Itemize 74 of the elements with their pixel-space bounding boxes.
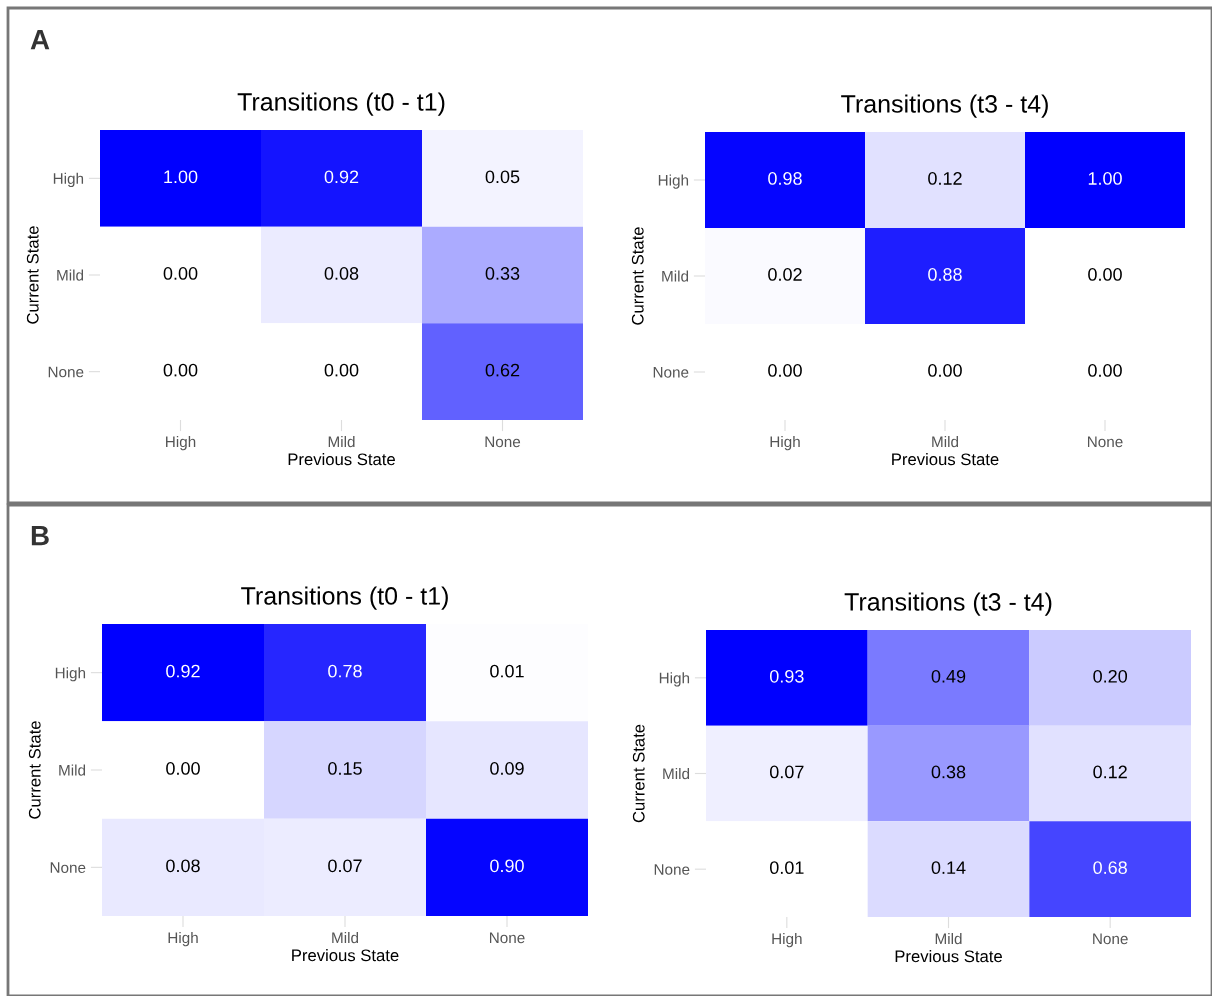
data-label: 1.00 <box>1088 172 1122 185</box>
y-tick-label: Mild <box>57 269 84 281</box>
x-tick-label: Mild <box>328 435 355 448</box>
y-tick-label: High <box>53 172 84 188</box>
data-label: 0.08 <box>324 267 359 280</box>
y-axis-title: Current State <box>28 721 41 819</box>
x-axis-title: Previous State <box>292 948 399 962</box>
data-label: 0.08 <box>166 859 200 873</box>
chart-title: Transitions (t0 - t1) <box>241 586 448 610</box>
data-label: 0.15 <box>328 762 362 775</box>
chart-title: Transitions (t0 - t1) <box>237 92 445 116</box>
x-tick-label: High <box>772 932 802 948</box>
x-tick-label: None <box>1087 436 1123 448</box>
data-label: 0.93 <box>769 669 804 683</box>
x-tick-label: High <box>166 435 196 451</box>
data-label: 0.38 <box>931 765 966 779</box>
chart-title: Transitions (t3 - t4) <box>841 94 1048 118</box>
data-label: 0.20 <box>1093 669 1128 683</box>
x-tick-label: None <box>489 932 525 944</box>
data-label: 0.92 <box>324 170 359 184</box>
data-label: 0.12 <box>928 172 962 185</box>
x-axis-title: Previous State <box>892 452 999 466</box>
text: A <box>30 30 50 50</box>
data-label: 0.62 <box>485 363 520 377</box>
data-label: 0.78 <box>328 664 362 678</box>
x-axis-title: Previous State <box>895 949 1002 963</box>
data-label: 0.00 <box>163 363 198 377</box>
y-axis-title: Current State <box>631 227 644 325</box>
x-tick-label: None <box>485 436 521 448</box>
data-label: 0.00 <box>163 267 198 280</box>
x-tick-label: High <box>168 931 198 947</box>
data-label: 0.49 <box>931 669 966 683</box>
chart-title: Transitions (t3 - t4) <box>844 592 1052 616</box>
x-tick-label: Mild <box>932 435 959 448</box>
y-axis-title: Current State <box>632 724 645 823</box>
data-label: 0.07 <box>769 765 804 779</box>
y-tick-label: None <box>654 864 690 875</box>
data-label: 0.05 <box>485 170 520 184</box>
data-label: 0.00 <box>928 364 962 377</box>
y-tick-label: None <box>48 366 84 378</box>
data-label: 0.00 <box>166 762 200 775</box>
data-label: 0.88 <box>928 268 962 281</box>
data-label: 0.98 <box>768 172 802 185</box>
data-label: 0.00 <box>768 364 802 377</box>
x-tick-label: Mild <box>935 932 962 945</box>
x-tick-label: None <box>1093 933 1128 945</box>
y-tick-label: High <box>658 174 689 189</box>
y-tick-label: Mild <box>663 767 690 780</box>
y-tick-label: None <box>50 862 86 874</box>
data-label: 0.07 <box>328 859 362 873</box>
y-axis-title: Current State <box>26 226 39 324</box>
y-tick-label: Mild <box>662 270 689 282</box>
y-tick-label: High <box>55 667 86 682</box>
data-label: 0.00 <box>324 363 359 377</box>
y-tick-label: High <box>659 672 690 687</box>
data-label: 0.92 <box>166 664 200 678</box>
x-tick-label: High <box>770 435 800 451</box>
data-label: 0.00 <box>1088 268 1122 281</box>
data-label: 0.12 <box>1093 765 1127 779</box>
data-label: 0.90 <box>490 859 524 873</box>
data-label: 0.33 <box>485 267 520 280</box>
data-label: 0.00 <box>1088 364 1122 377</box>
data-label: 0.14 <box>931 861 966 875</box>
y-tick-label: Mild <box>59 764 86 776</box>
data-label: 0.02 <box>768 268 802 281</box>
data-label: 1.00 <box>164 170 198 184</box>
data-label: 0.01 <box>490 664 524 678</box>
x-tick-label: Mild <box>332 931 359 944</box>
text: B <box>31 526 49 546</box>
y-tick-label: None <box>653 367 689 378</box>
data-label: 0.68 <box>1093 861 1127 875</box>
data-label: 0.01 <box>769 861 804 875</box>
data-label: 0.09 <box>490 762 524 775</box>
x-axis-title: Previous State <box>288 452 395 466</box>
